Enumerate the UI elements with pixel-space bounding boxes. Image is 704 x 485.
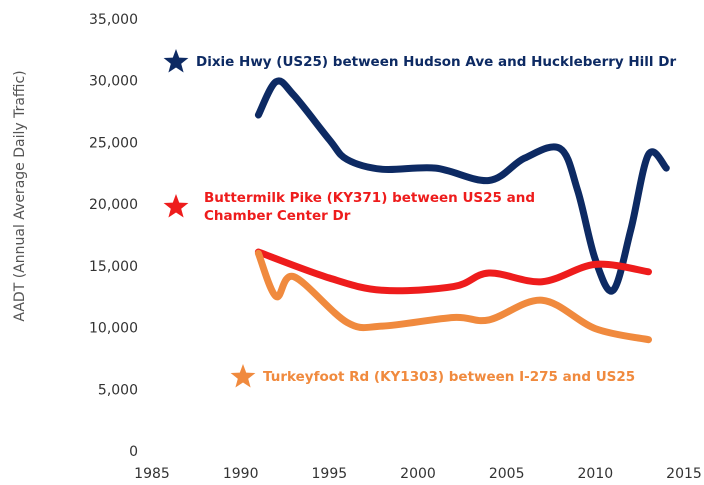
x-tick-label: 2015 <box>666 466 702 482</box>
legend-label: Dixie Hwy (US25) between Hudson Ave and … <box>196 54 676 70</box>
y-tick-label: 0 <box>129 444 138 460</box>
legend-star <box>163 194 189 218</box>
y-tick-label: 5,000 <box>98 382 138 398</box>
legend-label: Turkeyfoot Rd (KY1303) between I-275 and… <box>263 369 635 385</box>
legend-star <box>163 49 189 73</box>
y-tick-label: 25,000 <box>89 135 138 151</box>
legend-label: Buttermilk Pike (KY371) between US25 and… <box>204 190 535 224</box>
x-tick-label: 2010 <box>578 466 614 482</box>
x-tick-label: 2005 <box>489 466 525 482</box>
y-tick-label: 30,000 <box>89 74 138 90</box>
x-tick-label: 1985 <box>134 466 170 482</box>
x-tick-label: 1995 <box>312 466 348 482</box>
y-axis-title: AADT (Annual Average Daily Traffic) <box>12 70 28 321</box>
series-line <box>254 77 670 295</box>
y-tick-label: 15,000 <box>89 259 138 275</box>
y-tick-label: 20,000 <box>89 197 138 213</box>
y-tick-label: 35,000 <box>89 12 138 28</box>
x-tick-label: 1990 <box>223 466 259 482</box>
series-line <box>254 248 652 295</box>
legend-star <box>230 364 256 388</box>
x-tick-label: 2000 <box>400 466 436 482</box>
legend-label-line: Chamber Center Dr <box>204 208 351 224</box>
series-line <box>254 249 652 344</box>
y-tick-label: 10,000 <box>89 321 138 337</box>
legend-label-line: Buttermilk Pike (KY371) between US25 and <box>204 190 535 206</box>
